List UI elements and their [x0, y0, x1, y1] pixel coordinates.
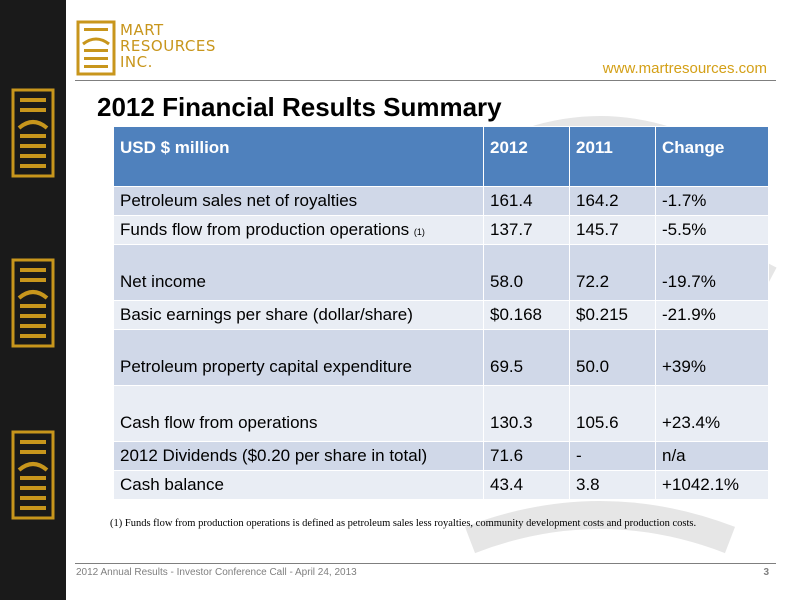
financial-results-table: USD $ million 2012 2011 Change Petroleum…: [113, 126, 769, 500]
brand-line-3: INC.: [120, 53, 153, 71]
column-header-label: USD $ million: [113, 126, 484, 187]
footer-text: 2012 Annual Results - Investor Conferenc…: [76, 567, 357, 578]
row-label: Net income: [113, 244, 484, 301]
page-number: 3: [763, 567, 769, 578]
table-row: Basic earnings per share (dollar/share) …: [113, 300, 769, 330]
column-header-2012: 2012: [483, 126, 570, 187]
company-logo-icon: [76, 20, 116, 76]
row-label: Petroleum sales net of royalties: [113, 186, 484, 216]
row-value-2011: 50.0: [569, 329, 656, 386]
footnote-marker: (1): [413, 227, 425, 237]
table-row: Funds flow from production operations (1…: [113, 215, 769, 245]
page-title: 2012 Financial Results Summary: [97, 92, 502, 122]
row-label: Cash balance: [113, 470, 484, 500]
table-row: 2012 Dividends ($0.20 per share in total…: [113, 441, 769, 471]
row-value-2011: 72.2: [569, 244, 656, 301]
row-label: 2012 Dividends ($0.20 per share in total…: [113, 441, 484, 471]
row-value-2012: 58.0: [483, 244, 570, 301]
mart-emblem-icon: [11, 430, 55, 520]
table-footnote: (1) Funds flow from production operation…: [110, 518, 697, 529]
table-row: Cash flow from operations 130.3 105.6 +2…: [113, 385, 769, 442]
column-header-change: Change: [655, 126, 769, 187]
row-value-2012: $0.168: [483, 300, 570, 330]
row-label: Basic earnings per share (dollar/share): [113, 300, 484, 330]
row-value-2012: 71.6: [483, 441, 570, 471]
row-label: Cash flow from operations: [113, 385, 484, 442]
row-change: +23.4%: [655, 385, 769, 442]
row-value-2011: $0.215: [569, 300, 656, 330]
row-change: -1.7%: [655, 186, 769, 216]
company-wordmark: MART RESOURCES INC.: [120, 22, 216, 70]
sidebar-stripe: [0, 0, 66, 600]
row-value-2012: 161.4: [483, 186, 570, 216]
row-change: -5.5%: [655, 215, 769, 245]
table-row: Petroleum property capital expenditure 6…: [113, 329, 769, 386]
header-divider: [75, 80, 776, 81]
row-change: -19.7%: [655, 244, 769, 301]
table-row: Net income 58.0 72.2 -19.7%: [113, 244, 769, 301]
row-value-2012: 69.5: [483, 329, 570, 386]
table-header-row: USD $ million 2012 2011 Change: [113, 126, 769, 187]
row-change: +1042.1%: [655, 470, 769, 500]
row-value-2012: 130.3: [483, 385, 570, 442]
row-change: -21.9%: [655, 300, 769, 330]
row-label-cell: Funds flow from production operations (1…: [113, 215, 484, 245]
row-value-2011: -: [569, 441, 656, 471]
footer-divider: [75, 563, 776, 564]
row-value-2012: 43.4: [483, 470, 570, 500]
row-value-2011: 3.8: [569, 470, 656, 500]
website-url: www.martresources.com: [602, 60, 767, 77]
table-row: Petroleum sales net of royalties 161.4 1…: [113, 186, 769, 216]
mart-emblem-icon: [11, 88, 55, 178]
row-value-2011: 105.6: [569, 385, 656, 442]
row-change: +39%: [655, 329, 769, 386]
table-row: Cash balance 43.4 3.8 +1042.1%: [113, 470, 769, 500]
brand-line-1: MART: [120, 21, 164, 39]
column-header-2011: 2011: [569, 126, 656, 187]
row-change: n/a: [655, 441, 769, 471]
row-label: Funds flow from production operations: [120, 220, 410, 239]
brand-line-2: RESOURCES: [120, 37, 216, 55]
row-value-2011: 145.7: [569, 215, 656, 245]
mart-emblem-icon: [11, 258, 55, 348]
row-value-2012: 137.7: [483, 215, 570, 245]
row-label: Petroleum property capital expenditure: [113, 329, 484, 386]
row-value-2011: 164.2: [569, 186, 656, 216]
